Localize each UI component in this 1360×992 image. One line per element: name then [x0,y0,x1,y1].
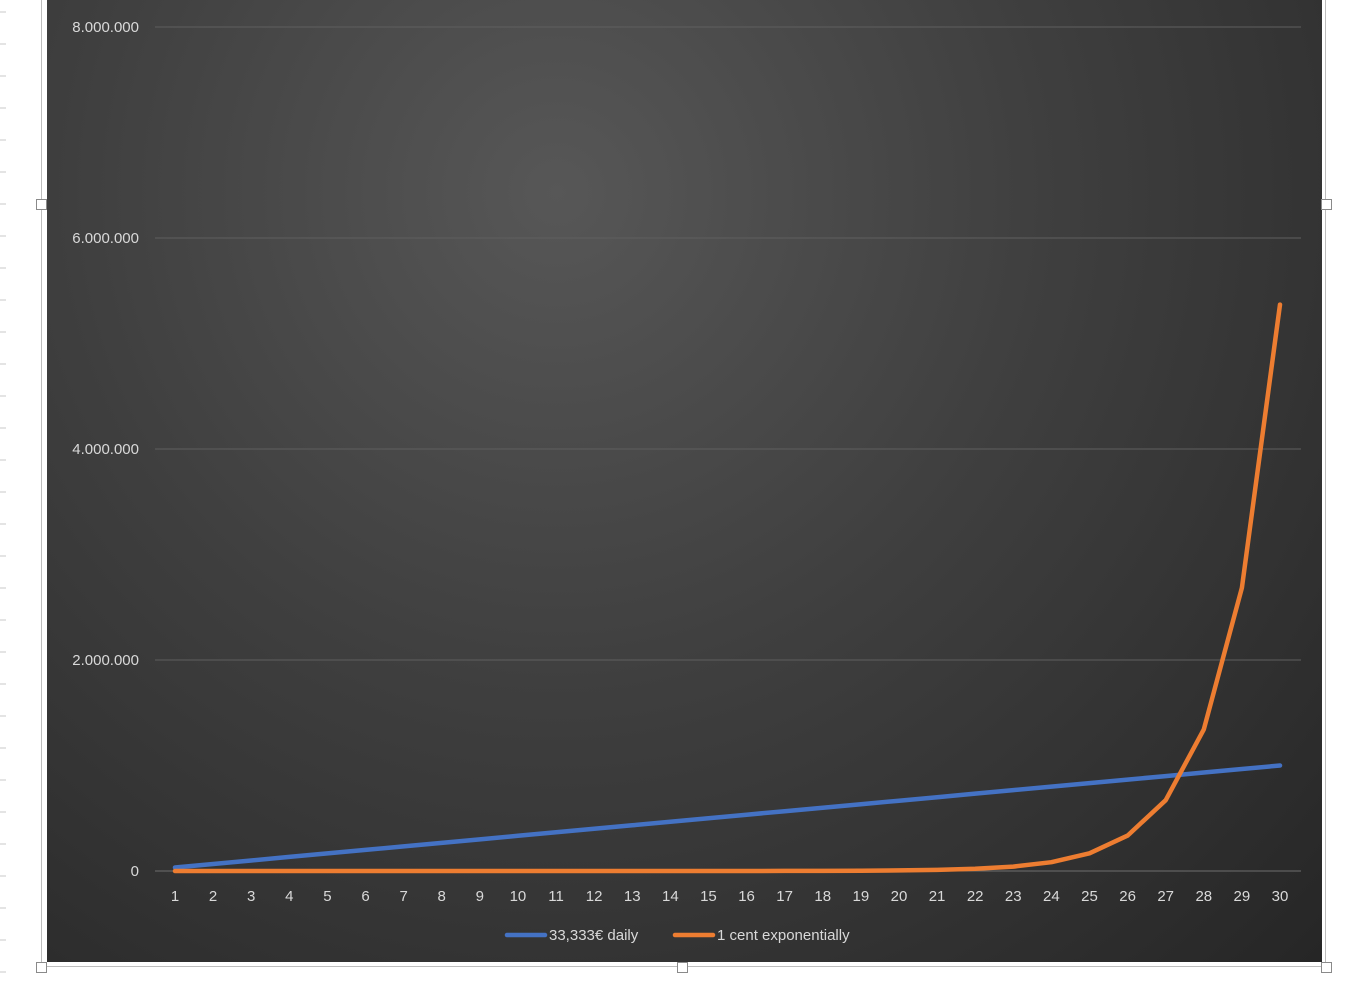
x-tick-label: 27 [1157,888,1174,905]
chart-area[interactable] [47,0,1322,962]
resize-handle-left[interactable] [36,199,47,210]
x-tick-label: 28 [1195,888,1212,905]
x-tick-label: 15 [700,888,717,905]
x-tick-label: 13 [624,888,641,905]
y-tick-label: 0 [131,863,139,880]
legend-label: 33,333€ daily [549,927,639,944]
x-tick-label: 21 [929,888,946,905]
x-tick-label: 18 [814,888,831,905]
gridlines [155,26,1301,872]
series-line-daily [172,763,1283,870]
x-tick-label: 6 [361,888,369,905]
x-tick-label: 30 [1272,888,1289,905]
x-axis-tick-labels: 1 2 3 4 5 6 7 8 9 10 11 12 13 14 15 16 17 18 19 20 21 22 23 24 2… [171,888,1289,905]
x-tick-label: 5 [323,888,331,905]
x-tick-label: 12 [586,888,603,905]
x-tick-label: 25 [1081,888,1098,905]
resize-handle-bottom-right[interactable] [1321,962,1332,973]
legend-label: 1 cent exponentially [717,927,850,944]
x-tick-label: 24 [1043,888,1060,905]
x-tick-label: 22 [967,888,984,905]
x-tick-label: 8 [438,888,446,905]
resize-handle-bottom[interactable] [677,962,688,973]
x-tick-label: 7 [399,888,407,905]
x-tick-label: 20 [891,888,908,905]
series-line-exponential [172,302,1283,874]
x-tick-label: 17 [776,888,793,905]
y-tick-label: 2.000.000 [72,652,139,669]
series-lines [172,302,1283,874]
legend: 33,333€ daily 1 cent exponentially [504,927,850,944]
y-tick-label: 8.000.000 [72,19,139,36]
x-tick-label: 14 [662,888,679,905]
x-tick-label: 1 [171,888,179,905]
x-tick-label: 16 [738,888,755,905]
y-axis-tick-labels: 0 2.000.000 4.000.000 6.000.000 8.000.000 [72,19,139,880]
resize-handle-right[interactable] [1321,199,1332,210]
resize-handle-bottom-left[interactable] [36,962,47,973]
x-tick-label: 4 [285,888,293,905]
x-tick-label: 3 [247,888,255,905]
x-tick-label: 2 [209,888,217,905]
x-tick-label: 11 [548,888,564,905]
y-tick-label: 6.000.000 [72,230,139,247]
sheet-row-ticks [0,11,6,973]
x-tick-label: 29 [1234,888,1251,905]
x-tick-label: 26 [1119,888,1136,905]
y-tick-label: 4.000.000 [72,441,139,458]
x-tick-label: 9 [476,888,484,905]
x-tick-label: 19 [853,888,870,905]
x-tick-label: 23 [1005,888,1022,905]
x-tick-label: 10 [510,888,527,905]
